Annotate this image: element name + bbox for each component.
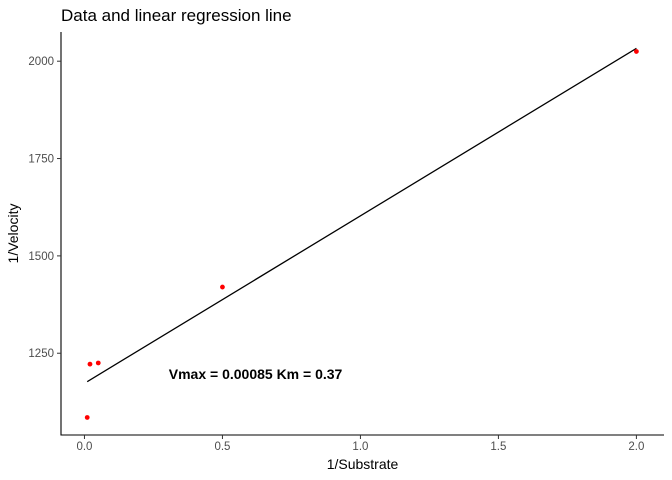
- data-point: [84, 415, 90, 420]
- data-point: [634, 49, 639, 54]
- x-tick-label: 2.0: [628, 441, 644, 453]
- x-axis-label: 1/Substrate: [327, 456, 399, 472]
- y-tick-label: 1750: [28, 154, 54, 166]
- regression-line: [86, 47, 637, 383]
- y-tick-label: 2000: [28, 56, 54, 68]
- data-point: [95, 360, 101, 366]
- chart-title: Data and linear regression line: [61, 6, 292, 25]
- x-tick-label: 1.0: [352, 441, 368, 453]
- x-tick-label: 0.0: [76, 441, 92, 453]
- data-point: [220, 284, 225, 290]
- y-tick-label: 1500: [28, 251, 54, 263]
- regression-annotation: Vmax = 0.00085 Km = 0.37: [169, 366, 343, 382]
- plot-area: 0.0 0.5 1.0 1.5 2.0 1250 1500 1750 2000 Vmax = 0.…: [28, 32, 664, 453]
- x-tick-label: 0.5: [214, 441, 230, 453]
- y-axis-label: 1/Velocity: [5, 204, 21, 264]
- x-tick-label: 1.5: [490, 441, 506, 453]
- data-point: [87, 361, 93, 367]
- y-tick-label: 1250: [28, 348, 54, 360]
